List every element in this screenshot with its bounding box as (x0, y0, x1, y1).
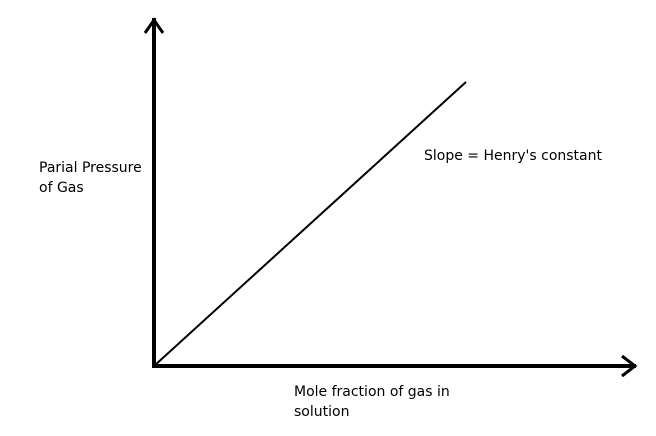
y-axis-arrowhead (143, 17, 165, 34)
series-line-0 (153, 81, 467, 367)
series-layer (153, 81, 467, 367)
x-axis-arrowhead (621, 354, 638, 378)
y-axis-label: Parial Pressure of Gas (39, 160, 142, 196)
slope-annotation: Slope = Henry's constant (424, 148, 602, 164)
x-axis-label: Mole fraction of gas in solution (294, 384, 450, 420)
